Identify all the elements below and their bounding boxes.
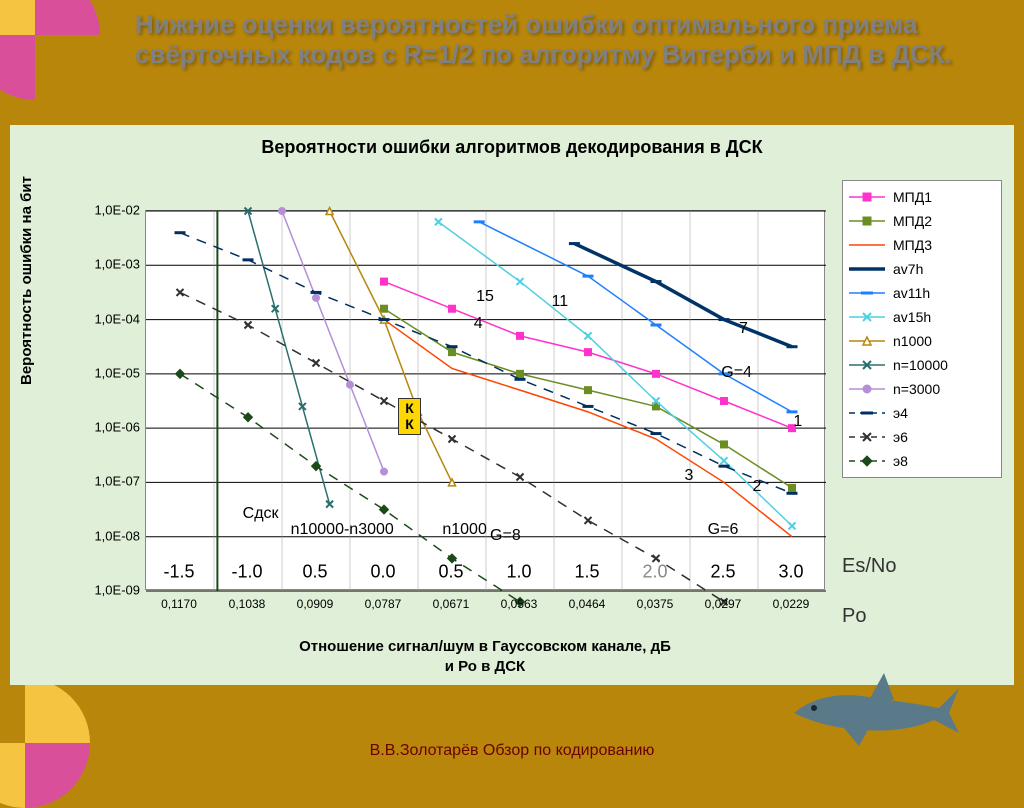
x-tick-db: 1.5 [574, 562, 599, 583]
x-tick-po: 0,0563 [501, 597, 538, 611]
series-mpd1 [381, 278, 796, 432]
legend-item-e4: э4 [847, 401, 997, 425]
x-tick-db: 2.5 [710, 562, 735, 583]
plot-area [145, 210, 825, 590]
x-tick-po: 0,0229 [773, 597, 810, 611]
x-tick-po: 0,0297 [705, 597, 742, 611]
legend-item-n3000: n=3000 [847, 377, 997, 401]
series-n3000 [279, 208, 388, 476]
plot-svg [146, 211, 824, 589]
legend-item-e6: э6 [847, 425, 997, 449]
y-tick: 1,0E-02 [94, 203, 140, 218]
x-tick-db: 1.0 [506, 562, 531, 583]
legend-label: э8 [893, 453, 908, 469]
y-tick: 1,0E-08 [94, 528, 140, 543]
x-tick-db: 0.5 [302, 562, 327, 583]
y-tick: 1,0E-09 [94, 583, 140, 598]
x-axis-label-2: и Ро в ДСК [145, 658, 825, 675]
legend-item-e8: э8 [847, 449, 997, 473]
series-n10000 [245, 208, 334, 508]
legend-label: av11h [893, 285, 930, 301]
x-tick-po: 0,0787 [365, 597, 402, 611]
legend-item-n1000: n1000 [847, 329, 997, 353]
y-tick: 1,0E-06 [94, 420, 140, 435]
decor-top-left [0, 0, 100, 100]
x-axis-label-1: Отношение сигнал/шум в Гауссовском канал… [145, 638, 825, 655]
x-tick-po: 0,0909 [297, 597, 334, 611]
legend-label: МПД1 [893, 189, 932, 205]
legend-item-av7h: av7h [847, 257, 997, 281]
y-tick: 1,0E-04 [94, 311, 140, 326]
legend-label: МПД2 [893, 213, 932, 229]
legend-label: av7h [893, 261, 923, 277]
chart-title: Вероятности ошибки алгоритмов декодирова… [10, 125, 1014, 158]
x-tick-po: 0,1038 [229, 597, 266, 611]
legend-item-mpd2: МПД2 [847, 209, 997, 233]
legend-item-mpd1: МПД1 [847, 185, 997, 209]
x-tick-po: 0,0375 [637, 597, 674, 611]
y-tick: 1,0E-03 [94, 257, 140, 272]
x-tick-po: 0,1170 [161, 597, 197, 611]
series-av11h [474, 222, 798, 412]
legend: МПД1 МПД2 МПД3 av7h av11h av15h n1000 n=10000 n=… [842, 180, 1002, 478]
legend-label: n1000 [893, 333, 932, 349]
shark-icon [784, 658, 964, 748]
legend-label: э6 [893, 429, 908, 445]
slide-title: Нижние оценки вероятностей ошибки оптима… [135, 10, 1004, 70]
legend-item-mpd3: МПД3 [847, 233, 997, 257]
series-av7h [569, 244, 798, 347]
x-tick-po: 0,0464 [569, 597, 606, 611]
legend-label: n=10000 [893, 357, 948, 373]
x-tick-db: 0.5 [438, 562, 463, 583]
x-tick-db: 2.0 [642, 562, 667, 583]
x-tick-db: 3.0 [778, 562, 803, 583]
chart-panel: Вероятности ошибки алгоритмов декодирова… [10, 125, 1014, 685]
y-axis-label: Вероятность ошибки на бит [18, 176, 35, 385]
legend-label: n=3000 [893, 381, 940, 397]
y-tick: 1,0E-05 [94, 365, 140, 380]
kk-box: КК [398, 398, 421, 435]
po-label: Po [842, 605, 866, 628]
esno-label: Es/No [842, 555, 1014, 578]
x-tick-db: -1.0 [231, 562, 262, 583]
x-tick-db: 0.0 [370, 562, 395, 583]
x-tick-po: 0,0671 [433, 597, 470, 611]
legend-label: av15h [893, 309, 931, 325]
legend-item-av11h: av11h [847, 281, 997, 305]
series-n1000 [326, 208, 455, 486]
y-tick: 1,0E-07 [94, 474, 140, 489]
legend-item-n10000: n=10000 [847, 353, 997, 377]
legend-label: МПД3 [893, 237, 932, 253]
legend-item-av15h: av15h [847, 305, 997, 329]
x-tick-db: -1.5 [163, 562, 194, 583]
legend-label: э4 [893, 405, 908, 421]
